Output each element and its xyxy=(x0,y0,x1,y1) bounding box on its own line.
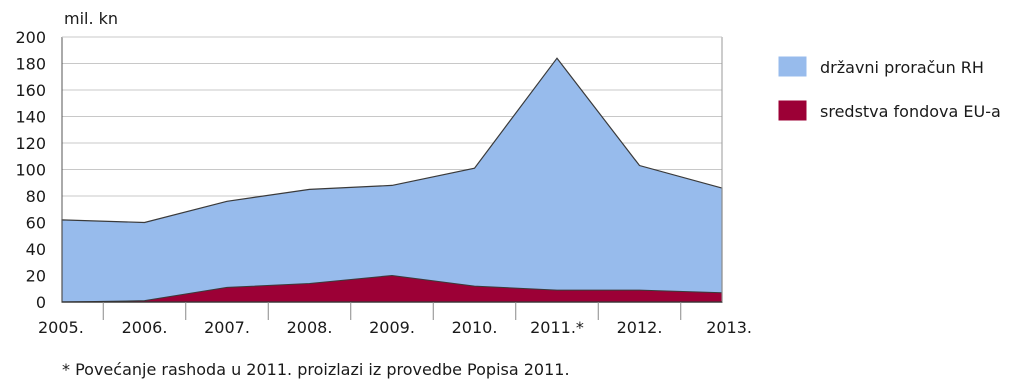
y-tick-label: 140 xyxy=(15,108,46,127)
x-tick-label: 2012. xyxy=(617,318,663,337)
y-tick-label: 120 xyxy=(15,134,46,153)
footnote: * Povećanje rashoda u 2011. proizlazi iz… xyxy=(62,360,570,379)
x-tick-label: 2005. xyxy=(38,318,84,337)
y-tick-label: 160 xyxy=(15,81,46,100)
x-tick-label: 2010. xyxy=(452,318,498,337)
y-tick-label: 0 xyxy=(36,293,46,312)
x-tick-label: 2006. xyxy=(122,318,168,337)
x-tick-label: 2008. xyxy=(287,318,333,337)
legend-swatch xyxy=(778,100,807,121)
axes xyxy=(61,36,723,320)
y-tick-label: 60 xyxy=(26,214,46,233)
y-axis-unit-label: mil. kn xyxy=(64,9,118,28)
legend-swatch xyxy=(778,56,807,77)
x-tick-label: 2013. xyxy=(706,318,752,337)
y-tick-label: 100 xyxy=(15,161,46,180)
plot-areas xyxy=(61,57,723,303)
y-tick-label: 180 xyxy=(15,55,46,74)
y-tick-labels: 0 20 40 60 80 100 120 140 160 180 200 xyxy=(15,28,46,312)
y-tick-label: 20 xyxy=(26,267,46,286)
y-tick-label: 80 xyxy=(26,187,46,206)
legend: državni proračun RH sredstva fondova EU-a xyxy=(778,56,1001,121)
y-tick-label: 40 xyxy=(26,240,46,259)
series-area-drzavni-proracun xyxy=(61,57,723,303)
x-tick-label: 2007. xyxy=(204,318,250,337)
x-tick-labels: 2005. 2006. 2007. 2008. 2009. 2010. 2011.* 2012… xyxy=(38,318,752,337)
x-tick-label: 2011.* xyxy=(530,318,584,337)
y-tick-label: 200 xyxy=(15,28,46,47)
legend-label: sredstva fondova EU-a xyxy=(820,102,1001,121)
legend-label: državni proračun RH xyxy=(820,58,984,77)
x-tick-label: 2009. xyxy=(369,318,415,337)
